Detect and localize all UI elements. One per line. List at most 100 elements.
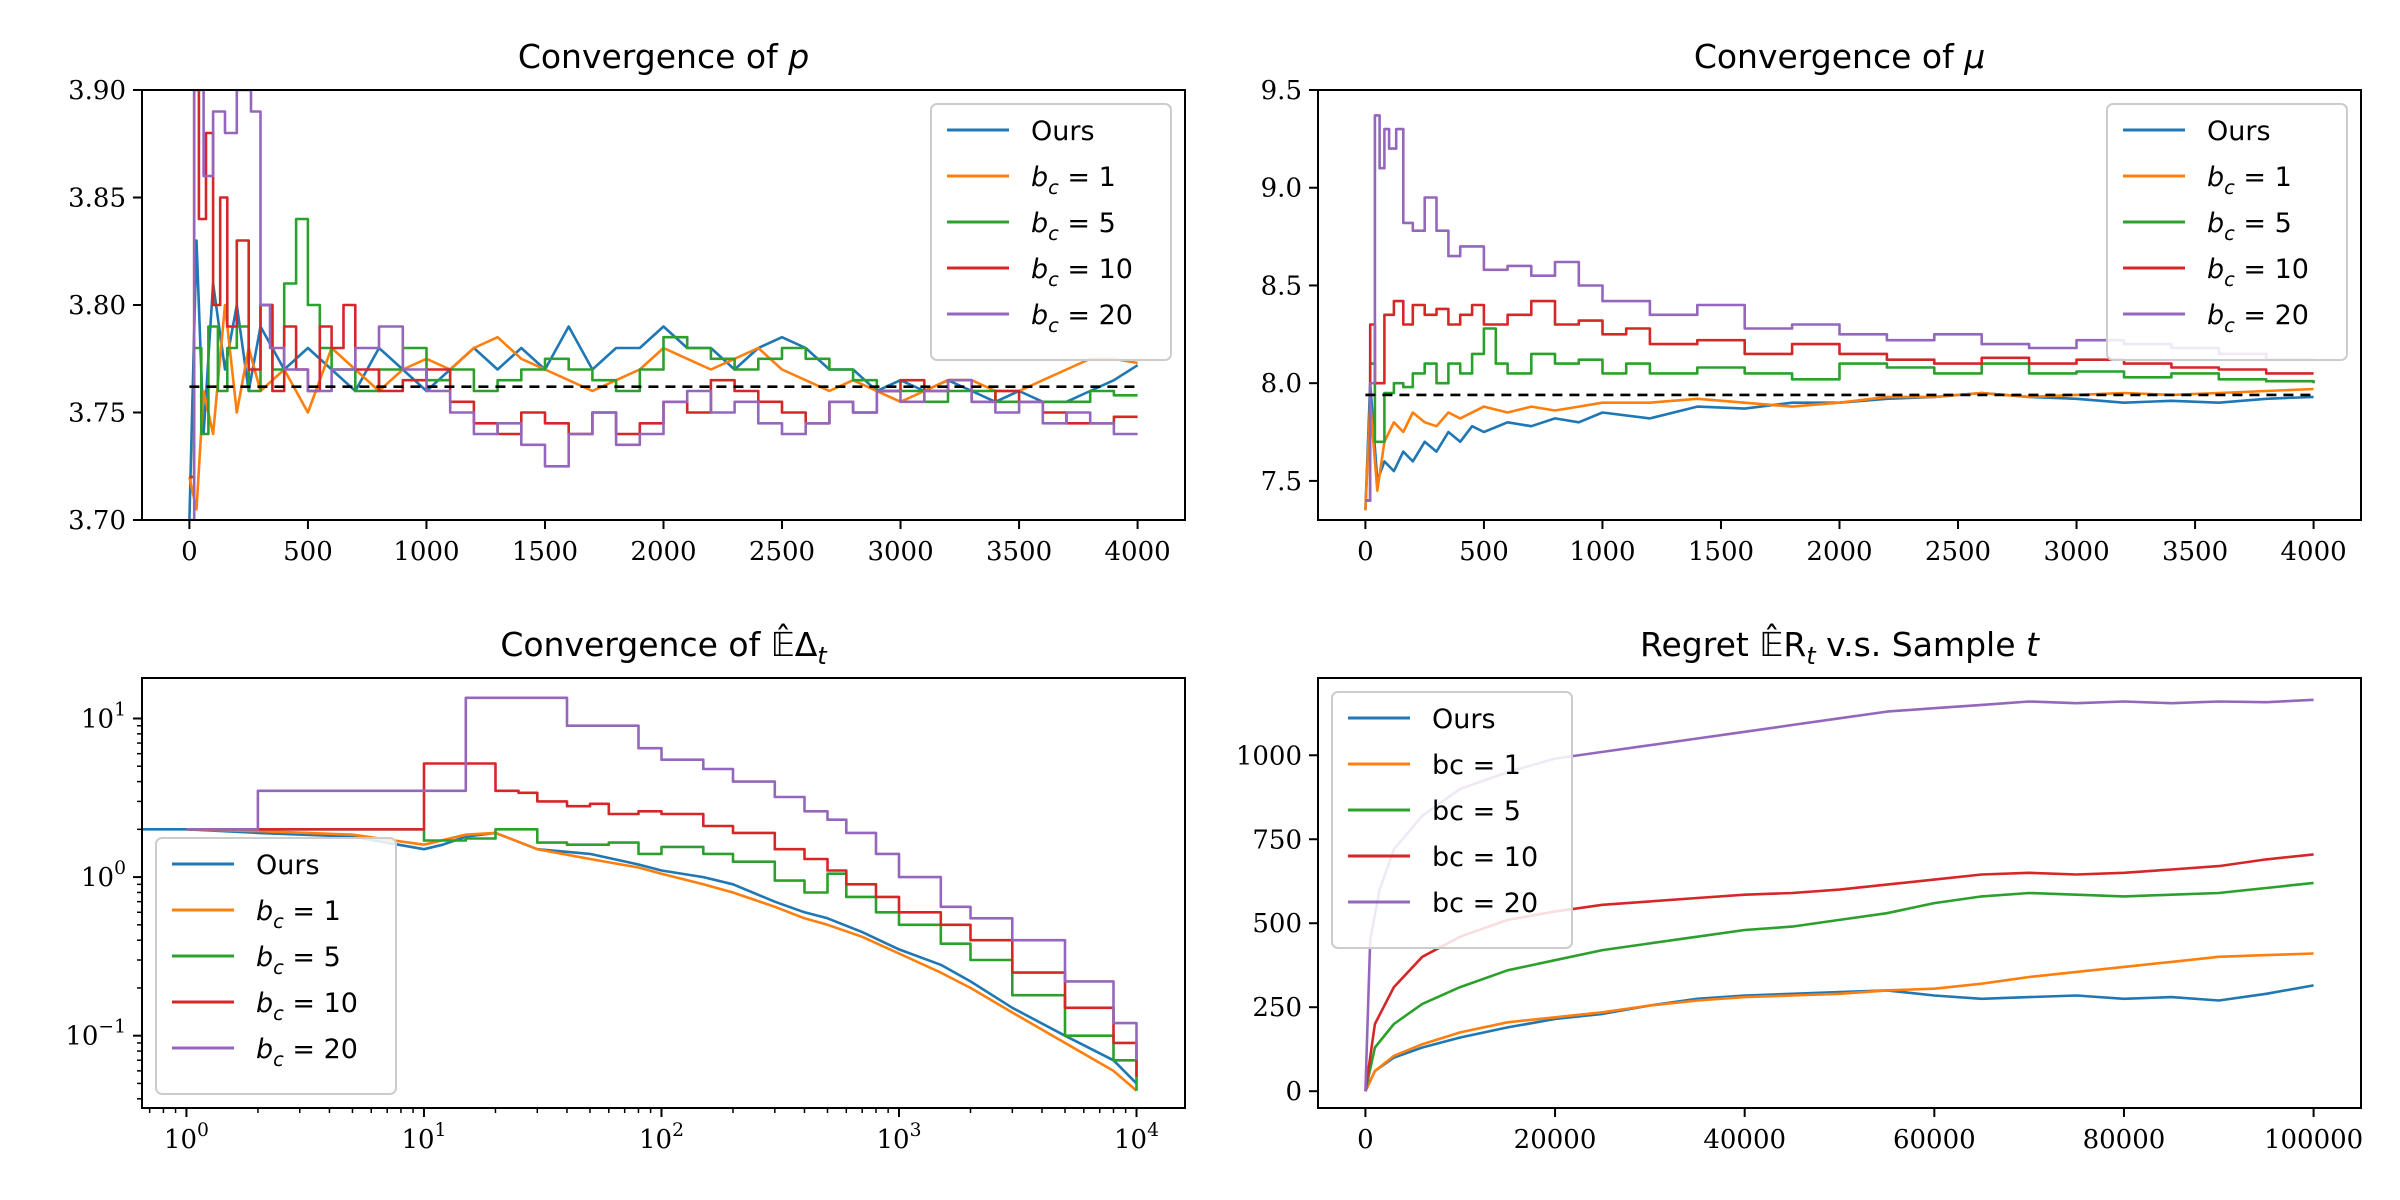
- plot-area: [1364, 114, 2315, 511]
- axes-frame: [141, 677, 1186, 1109]
- legend-label-b1: bc = 1: [1432, 750, 1521, 781]
- legend-box: [2106, 103, 2348, 361]
- series-line-b10: [1365, 299, 2314, 502]
- legend-label-b5: bc = 5: [1432, 796, 1521, 827]
- y-tick-label: 3.85: [68, 184, 126, 214]
- plot-area: [188, 90, 1139, 520]
- y-tick-label: 3.75: [68, 399, 126, 429]
- series-line-Ours: [1364, 984, 2314, 1092]
- x-tick-label: 100: [164, 1120, 209, 1155]
- x-tick-label: 80000: [2083, 1125, 2166, 1155]
- x-tick-label: 3000: [867, 537, 933, 567]
- chart-title: Convergence of μ: [1694, 37, 1985, 76]
- x-tick-label: 0: [1357, 1125, 1374, 1155]
- y-tick-label: 3.80: [68, 291, 126, 321]
- y-tick-label: 9.5: [1261, 76, 1302, 106]
- x-tick-label: 104: [1114, 1120, 1159, 1155]
- legend-label-b1: bc = 1: [1031, 162, 1116, 199]
- axes-frame: [1317, 89, 2362, 521]
- x-tick-label: 1500: [1688, 537, 1754, 567]
- chart-panel-mu: Convergence of μ 0 500 1000 1500 2000 2500 3000…: [1261, 37, 2362, 567]
- y-tick-label: 3.90: [68, 76, 126, 106]
- series-line-Ours: [1364, 381, 2314, 511]
- series-line-b10: [186, 762, 1138, 1077]
- x-tick-label: 3500: [986, 537, 1052, 567]
- series-line-b20: [1365, 114, 2314, 502]
- y-tick-label: 750: [1252, 825, 1302, 855]
- legend: Ours bc = 1 bc = 5 bc = 10 bc = 20: [155, 837, 397, 1095]
- series-line-b1: [1364, 387, 2314, 511]
- series-line-b20: [189, 90, 1138, 520]
- x-tick-label: 60000: [1893, 1125, 1976, 1155]
- legend-label-Ours: Ours: [1031, 116, 1095, 147]
- legend-label-Ours: Ours: [2207, 116, 2271, 147]
- y-tick-label: 0: [1285, 1077, 1302, 1107]
- legend-box: [1331, 691, 1573, 949]
- x-tick-label: 3500: [2162, 537, 2228, 567]
- chart-panel-p: Convergence of p 0 500 1000 1500 2000 2500 3000…: [68, 37, 1186, 567]
- x-tick-label: 1500: [512, 537, 578, 567]
- legend-label-b20: bc = 20: [2207, 300, 2309, 337]
- legend-label-b10: bc = 10: [2207, 254, 2309, 291]
- y-tick-label: 9.0: [1261, 174, 1302, 204]
- series-line-Ours: [142, 828, 1138, 1085]
- x-tick-label: 0: [181, 537, 198, 567]
- legend-label-b20: bc = 20: [1031, 300, 1133, 337]
- chart-title: Regret 𝔼̂Rt v.s. Sample t: [1640, 623, 2040, 670]
- x-tick-label: 2000: [1806, 537, 1872, 567]
- x-tick-label: 2000: [630, 537, 696, 567]
- y-tick-label: 100: [81, 858, 126, 893]
- y-tick-label: 3.70: [68, 506, 126, 536]
- y-tick-label: 7.5: [1261, 467, 1302, 497]
- series-line-b5: [1364, 881, 2314, 1092]
- legend-label-b5: bc = 5: [2207, 208, 2292, 245]
- legend-label-Ours: Ours: [1432, 704, 1496, 735]
- y-tick-label: 8.0: [1261, 369, 1302, 399]
- x-tick-label: 101: [401, 1120, 446, 1155]
- series-line-b1: [186, 828, 1138, 1092]
- x-tick-label: 100000: [2264, 1125, 2363, 1155]
- legend-label-b10: bc = 10: [1432, 842, 1538, 873]
- series-line-b20: [186, 696, 1138, 1061]
- legend-label-b20: bc = 20: [256, 1034, 358, 1071]
- x-tick-label: 1000: [393, 537, 459, 567]
- series-line-b5: [186, 828, 1138, 1091]
- x-tick-label: 4000: [1105, 537, 1171, 567]
- x-tick-label: 103: [876, 1120, 921, 1155]
- x-tick-label: 2500: [749, 537, 815, 567]
- y-tick-label: 500: [1252, 909, 1302, 939]
- x-tick-label: 4000: [2281, 537, 2347, 567]
- x-tick-label: 102: [639, 1120, 684, 1155]
- axes-frame: [141, 89, 1186, 521]
- chart-panel-regret: Regret 𝔼̂Rt v.s. Sample t 0 20000 40000 6000…: [1236, 623, 2363, 1155]
- legend-label-b10: bc = 10: [1031, 254, 1133, 291]
- x-tick-label: 40000: [1703, 1125, 1786, 1155]
- legend-label-Ours: Ours: [256, 850, 320, 881]
- x-tick-label: 500: [1459, 537, 1509, 567]
- chart-panel-delta: Convergence of 𝔼̂Δt 100 101 102 103 104 10−1 10…: [65, 623, 1186, 1155]
- legend-label-b20: bc = 20: [1432, 888, 1538, 919]
- chart-title: Convergence of 𝔼̂Δt: [500, 623, 828, 670]
- x-tick-label: 3000: [2043, 537, 2109, 567]
- legend: Ours bc = 1 bc = 5 bc = 10 bc = 20: [1331, 691, 1573, 949]
- y-tick-label: 101: [81, 699, 126, 734]
- legend: Ours bc = 1 bc = 5 bc = 10 bc = 20: [930, 103, 1172, 361]
- chart-title: Convergence of p: [518, 37, 809, 76]
- plot-area: [142, 696, 1138, 1092]
- y-tick-label: 8.5: [1261, 271, 1302, 301]
- legend-label-b5: bc = 5: [256, 942, 341, 979]
- y-tick-label: 1000: [1236, 741, 1302, 771]
- legend-label-b5: bc = 5: [1031, 208, 1116, 245]
- x-tick-label: 20000: [1514, 1125, 1597, 1155]
- legend: Ours bc = 1 bc = 5 bc = 10 bc = 20: [2106, 103, 2348, 361]
- legend-label-b10: bc = 10: [256, 988, 358, 1025]
- y-tick-label: 10−1: [65, 1017, 126, 1052]
- legend-label-b1: bc = 1: [2207, 162, 2292, 199]
- legend-box: [930, 103, 1172, 361]
- series-line-b1: [1364, 952, 2314, 1092]
- legend-label-b1: bc = 1: [256, 896, 341, 933]
- x-tick-label: 2500: [1925, 537, 1991, 567]
- x-tick-label: 500: [283, 537, 333, 567]
- series-line-b5: [1365, 327, 2315, 502]
